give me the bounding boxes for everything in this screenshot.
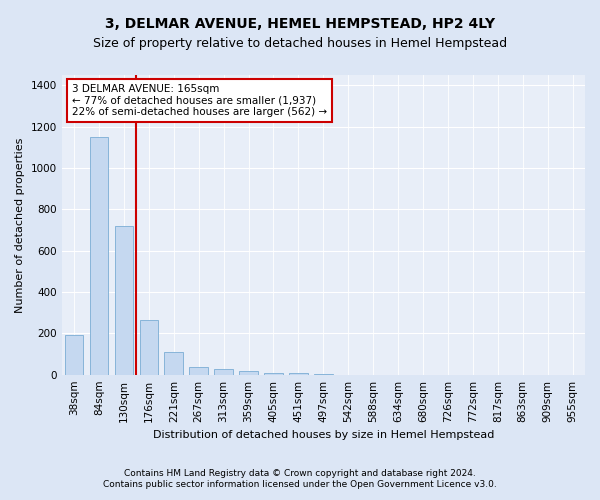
Bar — [264, 373, 283, 374]
Bar — [65, 335, 83, 374]
Text: 3, DELMAR AVENUE, HEMEL HEMPSTEAD, HP2 4LY: 3, DELMAR AVENUE, HEMEL HEMPSTEAD, HP2 4… — [105, 18, 495, 32]
X-axis label: Distribution of detached houses by size in Hemel Hempstead: Distribution of detached houses by size … — [152, 430, 494, 440]
Bar — [190, 367, 208, 374]
Y-axis label: Number of detached properties: Number of detached properties — [15, 137, 25, 312]
Bar — [164, 352, 183, 374]
Bar — [115, 226, 133, 374]
Bar — [90, 137, 109, 374]
Bar — [239, 371, 258, 374]
Text: Contains HM Land Registry data © Crown copyright and database right 2024.: Contains HM Land Registry data © Crown c… — [124, 468, 476, 477]
Bar — [140, 320, 158, 374]
Bar — [289, 372, 308, 374]
Text: 3 DELMAR AVENUE: 165sqm
← 77% of detached houses are smaller (1,937)
22% of semi: 3 DELMAR AVENUE: 165sqm ← 77% of detache… — [72, 84, 327, 117]
Bar — [214, 369, 233, 374]
Text: Size of property relative to detached houses in Hemel Hempstead: Size of property relative to detached ho… — [93, 38, 507, 51]
Text: Contains public sector information licensed under the Open Government Licence v3: Contains public sector information licen… — [103, 480, 497, 489]
